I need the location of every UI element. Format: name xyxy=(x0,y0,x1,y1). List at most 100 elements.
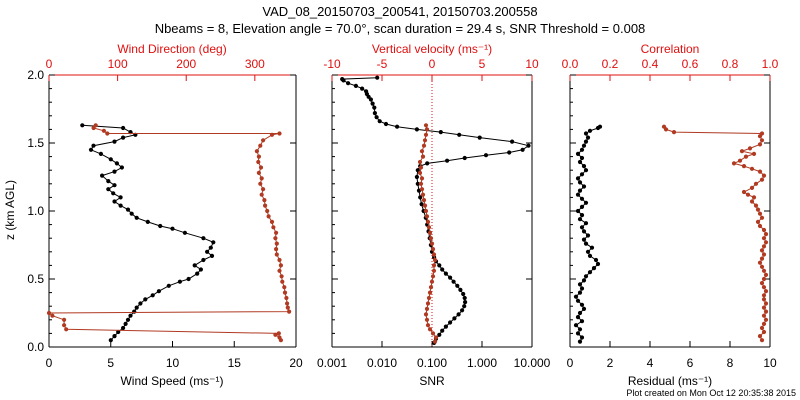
correlation-point xyxy=(759,256,765,261)
wind-speed-point xyxy=(100,173,105,178)
residual-point xyxy=(579,196,585,201)
wind-direction-point xyxy=(274,230,279,235)
residual-point xyxy=(583,168,589,173)
vertical-velocity-point xyxy=(429,241,435,246)
wind-direction-point xyxy=(101,128,106,133)
residual-point xyxy=(577,282,583,287)
residual-point xyxy=(579,204,585,209)
wind-bottom-tick-label: 5 xyxy=(107,356,114,370)
residual-point xyxy=(585,135,591,140)
wind-speed-point xyxy=(112,139,117,144)
residual-point xyxy=(575,315,581,320)
residual-point xyxy=(579,172,585,177)
snr-point xyxy=(461,291,466,297)
wind-speed-point xyxy=(195,271,200,276)
wind-direction-point xyxy=(93,123,98,128)
wind-direction-point xyxy=(261,187,266,192)
correlation-point xyxy=(741,189,747,195)
wind-speed-point xyxy=(143,297,148,302)
snr-point xyxy=(462,155,467,161)
vertical-velocity-point xyxy=(418,165,424,170)
snr-point xyxy=(437,332,442,337)
wind-speed-point xyxy=(111,191,116,196)
snr-point xyxy=(364,89,369,94)
residual-point xyxy=(583,221,589,226)
wind-direction-point xyxy=(262,198,267,203)
correlation-point xyxy=(749,199,755,204)
wind-top-tick-label: 100 xyxy=(108,57,128,71)
residual-point xyxy=(581,278,587,283)
residual-point xyxy=(575,208,581,214)
wind-direction-point xyxy=(285,301,290,306)
vertical-velocity-point xyxy=(421,143,427,148)
height-tick-label: 1.5 xyxy=(27,136,44,150)
correlation-point xyxy=(761,285,767,290)
wind-speed-point xyxy=(106,187,111,192)
residual-point xyxy=(579,286,585,291)
wind-speed-point xyxy=(112,199,117,204)
correlation-point xyxy=(759,215,765,220)
residual-point xyxy=(577,217,583,222)
wind-top-tick-label: 200 xyxy=(176,57,196,71)
residual-point xyxy=(575,176,581,181)
residual-point xyxy=(581,229,587,234)
snr-point xyxy=(375,75,380,80)
wind-speed-point xyxy=(177,279,182,284)
wind-speed-point xyxy=(150,293,155,298)
vv-snr-top-tick-label: 10 xyxy=(525,57,539,71)
wind-direction-point xyxy=(265,208,270,214)
snr-point xyxy=(340,77,345,82)
snr-point xyxy=(372,111,377,116)
wind-direction-point xyxy=(258,143,263,148)
residual-point xyxy=(581,184,587,189)
vertical-velocity-point xyxy=(429,279,435,284)
snr-point xyxy=(370,101,375,106)
vertical-velocity-point xyxy=(420,192,426,197)
vv-snr-top-tick-label: 5 xyxy=(479,57,486,71)
residual-point xyxy=(587,128,593,133)
correlation-point xyxy=(759,325,765,331)
height-tick-label: 2.0 xyxy=(27,68,44,82)
resid-corr-top-tick-label: 0.0 xyxy=(562,57,579,71)
wind-direction-point xyxy=(278,263,283,268)
vertical-velocity-point xyxy=(423,312,429,317)
correlation-point xyxy=(751,151,757,156)
resid-corr-top-tick-label: 0.4 xyxy=(642,57,659,71)
wind-speed-point xyxy=(123,321,128,326)
wind-profile-panel: Wind Direction (deg) Wind Speed (ms⁻¹) z… xyxy=(3,42,303,388)
snr-point xyxy=(438,130,443,135)
snr-point xyxy=(477,135,482,140)
vertical-velocity-point xyxy=(433,335,439,340)
wind-speed-point xyxy=(125,317,131,322)
snr-point xyxy=(462,304,467,309)
wind-bottom-tick-label: 0 xyxy=(46,356,53,370)
wind-bottom-tick-label: 20 xyxy=(289,356,303,370)
vertical-velocity-point xyxy=(425,323,431,328)
wind-speed-point xyxy=(118,203,123,208)
residual-axis-label: Residual (ms⁻¹) xyxy=(628,374,712,388)
snr-point xyxy=(437,263,442,268)
residual-point xyxy=(587,270,593,275)
correlation-point xyxy=(743,154,749,159)
snr-point xyxy=(360,86,365,91)
wind-speed-point xyxy=(205,249,210,254)
resid-corr-bottom-tick-label: 8 xyxy=(727,356,734,370)
correlation-point xyxy=(757,211,763,216)
snr-point xyxy=(448,275,453,280)
residual-point xyxy=(597,124,603,129)
vertical-velocity-point xyxy=(424,317,430,322)
wind-speed-point xyxy=(119,165,124,170)
wind-direction-point xyxy=(263,203,268,208)
correlation-point xyxy=(763,301,769,306)
wind-speed-point xyxy=(128,313,133,318)
correlation-point xyxy=(763,309,769,314)
residual-point xyxy=(579,319,585,324)
wind-speed-point xyxy=(201,236,206,241)
wind-direction-point xyxy=(256,154,261,159)
wind-speed-axis-label: Wind Speed (ms⁻¹) xyxy=(120,374,223,388)
wind-direction-point xyxy=(280,279,285,284)
wind-top-tick-label: 0 xyxy=(46,57,53,71)
snr-point xyxy=(509,139,515,144)
correlation-point xyxy=(747,146,753,151)
wind-speed-point xyxy=(88,147,94,152)
